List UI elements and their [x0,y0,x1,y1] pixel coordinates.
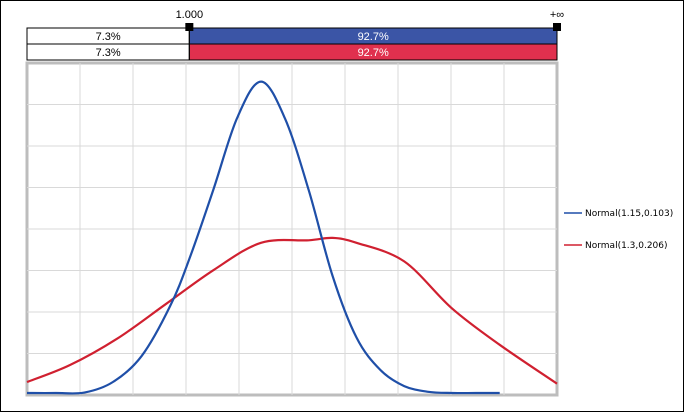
probability-right-label: 92.7% [358,47,389,59]
probability-left-label: 7.3% [96,47,121,59]
legend: Normal(1.15,0.103) Normal(1.3,0.206) [564,209,673,251]
probability-right-label: 92.7% [358,31,389,43]
left-marker-handle [185,23,194,31]
plot-area [25,61,559,397]
series-line-1 [26,236,558,385]
legend-label: Normal(1.15,0.103) [585,209,673,219]
series-line-0 [26,80,500,395]
left-marker-label: 1.000 [176,9,204,21]
legend-label: Normal(1.3,0.206) [585,241,668,251]
right-marker-handle [553,23,561,31]
right-marker-label: +∞ [550,9,564,21]
probability-left-label: 7.3% [96,31,121,43]
probability-bars: 7.3% 92.7% 7.3% 92.7% 1.000 +∞ [26,9,564,61]
